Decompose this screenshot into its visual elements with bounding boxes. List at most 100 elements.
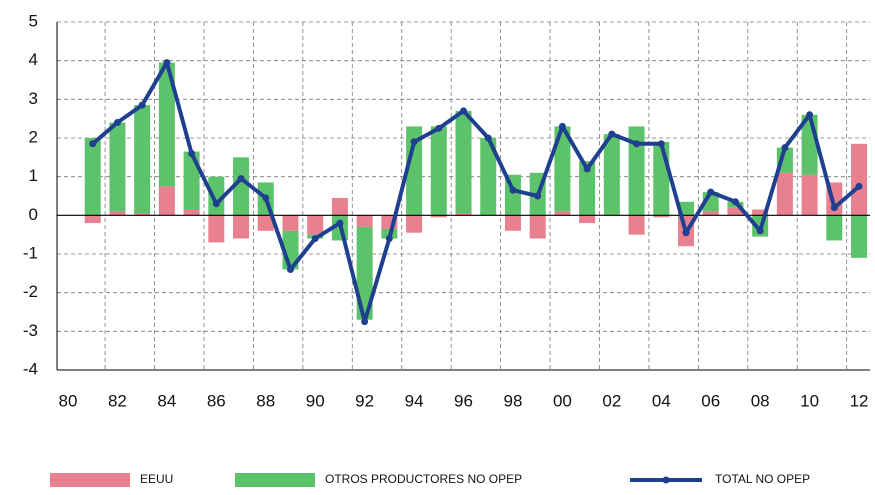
bar — [183, 209, 200, 216]
bar — [727, 207, 744, 216]
x-tick-label: 80 — [59, 391, 78, 410]
x-tick-label: 08 — [751, 391, 770, 410]
bar — [233, 157, 250, 216]
line-marker — [460, 107, 468, 115]
y-tick-label: 4 — [29, 50, 38, 69]
x-tick-label: 00 — [553, 391, 572, 410]
line-marker — [435, 124, 443, 132]
bar — [455, 213, 472, 216]
bar — [282, 215, 299, 231]
bar — [356, 226, 373, 320]
bar — [455, 110, 472, 214]
line-marker — [286, 265, 294, 273]
bar — [406, 215, 423, 233]
bar — [851, 215, 868, 258]
y-tick-label: 0 — [29, 205, 38, 224]
line-marker — [855, 182, 863, 190]
line-marker — [188, 149, 196, 157]
legend-label: TOTAL NO OPEP — [715, 472, 810, 486]
line-marker — [583, 165, 591, 173]
line-marker — [484, 134, 492, 142]
bar — [628, 126, 645, 216]
line-marker — [682, 229, 690, 237]
bar — [356, 215, 373, 227]
line-marker — [138, 101, 146, 109]
line-marker — [336, 219, 344, 227]
bar — [554, 126, 571, 212]
bar — [109, 122, 126, 212]
bar — [84, 138, 101, 216]
bar — [158, 62, 175, 187]
bar — [776, 172, 793, 216]
bar — [430, 126, 447, 216]
bar — [603, 134, 620, 216]
line-marker — [509, 186, 517, 194]
x-tick-label: 86 — [207, 391, 226, 410]
x-tick-label: 02 — [602, 391, 621, 410]
bar — [134, 213, 151, 216]
y-tick-label: 1 — [29, 166, 38, 185]
line-marker — [534, 192, 542, 200]
x-tick-label: 92 — [355, 391, 374, 410]
y-tick-label: 5 — [29, 11, 38, 30]
bar — [702, 211, 719, 216]
line-marker — [707, 188, 715, 196]
legend-swatch — [235, 473, 315, 487]
line-marker — [237, 175, 245, 183]
bar — [208, 176, 225, 216]
bar — [406, 126, 423, 216]
x-tick-label: 84 — [157, 391, 176, 410]
bar — [579, 161, 596, 216]
legend-label: OTROS PRODUCTORES NO OPEP — [325, 472, 522, 486]
bar — [430, 215, 447, 218]
line-marker — [830, 204, 838, 212]
bar — [529, 215, 546, 239]
y-tick-label: -1 — [23, 243, 38, 262]
x-tick-label: 88 — [256, 391, 275, 410]
bar — [504, 215, 521, 231]
bar — [480, 138, 497, 216]
bar — [628, 215, 645, 235]
line-marker — [385, 235, 393, 243]
line-marker — [731, 198, 739, 206]
x-tick-label: 94 — [405, 391, 424, 410]
line-marker — [608, 130, 616, 138]
bar — [653, 141, 670, 216]
x-tick-label: 96 — [454, 391, 473, 410]
line-marker — [113, 119, 121, 127]
x-tick-label: 82 — [108, 391, 127, 410]
y-tick-label: 3 — [29, 89, 38, 108]
line-marker — [262, 194, 270, 202]
line-marker — [410, 138, 418, 146]
line-marker — [633, 140, 641, 148]
bar — [653, 215, 670, 218]
line-marker — [657, 140, 665, 148]
bar — [84, 215, 101, 224]
x-tick-label: 04 — [652, 391, 671, 410]
bar — [752, 209, 769, 216]
legend-marker — [662, 476, 670, 484]
y-tick-label: 2 — [29, 127, 38, 146]
line-marker — [781, 144, 789, 152]
bar — [233, 215, 250, 239]
line-marker — [89, 140, 97, 148]
line-marker — [361, 318, 369, 326]
bar — [307, 215, 324, 235]
y-tick-label: -4 — [23, 359, 38, 378]
y-tick-label: -2 — [23, 282, 38, 301]
bar — [554, 211, 571, 216]
bar — [158, 186, 175, 216]
bar — [826, 215, 843, 241]
line-marker — [212, 200, 220, 208]
x-tick-label: 90 — [306, 391, 325, 410]
bar — [109, 211, 126, 216]
x-tick-label: 98 — [503, 391, 522, 410]
line-marker — [311, 235, 319, 243]
y-tick-label: -3 — [23, 321, 38, 340]
line — [91, 60, 861, 324]
x-tick-label: 12 — [850, 391, 869, 410]
bar — [183, 151, 200, 210]
bar — [331, 197, 348, 216]
legend-swatch — [50, 473, 130, 487]
